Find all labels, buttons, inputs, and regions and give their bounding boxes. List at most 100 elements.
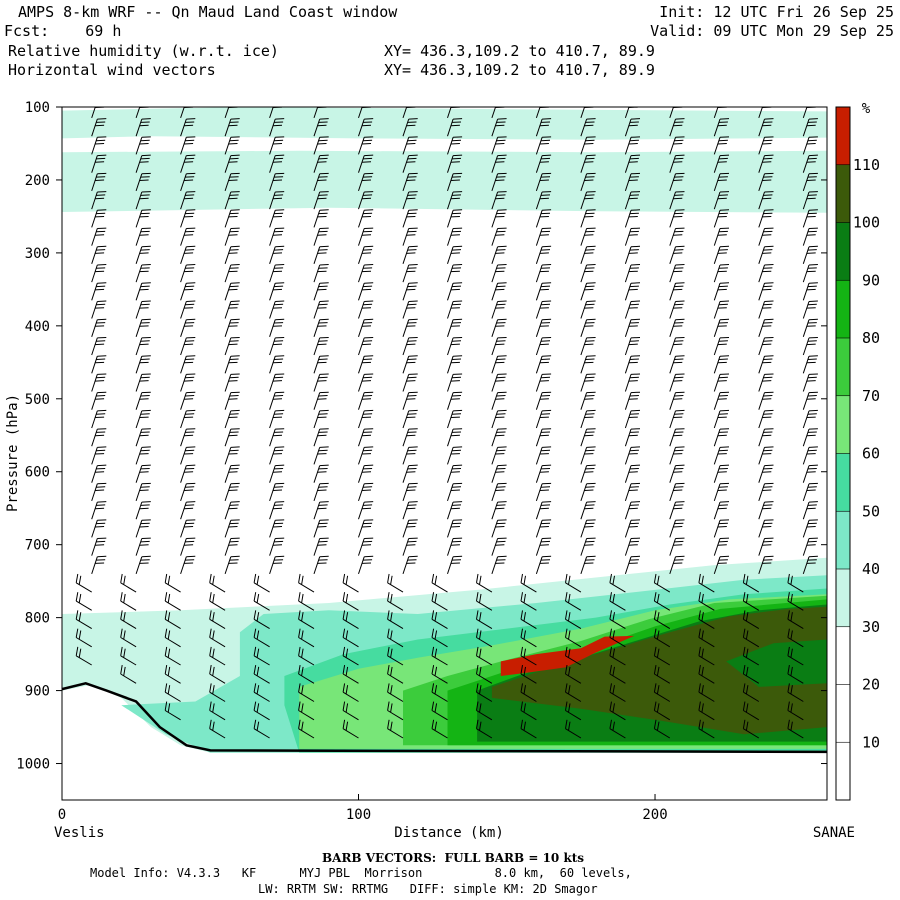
barb-feather xyxy=(565,683,568,693)
colorbar-label: 40 xyxy=(862,560,880,578)
barb-feather xyxy=(568,575,571,585)
wind-barb xyxy=(758,282,774,301)
barb-feather xyxy=(272,143,283,145)
barb-feather xyxy=(431,719,435,729)
barb-feather xyxy=(141,464,151,467)
barb-feather xyxy=(231,100,240,101)
barb-feather xyxy=(408,501,418,503)
barb-feather xyxy=(609,665,612,675)
wind-barb xyxy=(135,519,151,538)
barb-feather xyxy=(451,157,462,160)
wind-barb xyxy=(180,318,196,337)
colorbar-label: 110 xyxy=(853,156,880,174)
wind-barb xyxy=(269,482,285,502)
barb-feather xyxy=(451,486,462,488)
barb-feather xyxy=(790,703,793,713)
wind-barb xyxy=(313,501,329,520)
barb-shaft xyxy=(624,410,632,429)
barb-feather xyxy=(434,575,438,585)
barb-feather xyxy=(452,104,461,105)
barb-feather xyxy=(319,446,329,448)
barb-feather xyxy=(272,252,283,254)
barb-feather xyxy=(523,648,526,658)
barb-feather xyxy=(274,194,284,196)
barb-feather xyxy=(140,358,150,360)
barb-feather xyxy=(140,139,150,142)
barb-shaft xyxy=(491,410,499,429)
wind-barb xyxy=(402,391,418,410)
barb-shaft xyxy=(164,600,181,611)
barb-feather xyxy=(628,234,638,236)
wind-barb xyxy=(491,446,507,465)
barb-feather xyxy=(674,285,684,288)
barb-shaft xyxy=(224,228,232,246)
wind-barb xyxy=(713,391,730,410)
barb-feather xyxy=(184,288,194,291)
barb-feather xyxy=(256,721,260,731)
barb-feather xyxy=(674,395,684,397)
barb-feather xyxy=(120,665,123,675)
barb-shaft xyxy=(180,107,185,119)
barb-feather xyxy=(274,395,284,397)
wind-barb xyxy=(402,264,418,283)
barb-feather xyxy=(807,340,817,342)
barb-feather xyxy=(762,544,772,546)
barb-feather xyxy=(496,157,506,160)
barb-feather xyxy=(318,139,328,142)
barb-feather xyxy=(361,234,372,236)
barb-feather xyxy=(476,592,479,602)
barb-feather xyxy=(141,209,151,211)
barb-feather xyxy=(406,398,416,400)
barb-feather xyxy=(718,303,728,306)
barb-feather xyxy=(765,100,774,101)
wind-barb xyxy=(253,628,270,648)
barb-feather xyxy=(212,648,215,658)
barb-shaft xyxy=(269,501,276,520)
barb-feather xyxy=(656,666,660,676)
barb-shaft xyxy=(269,447,276,465)
barb-feather xyxy=(256,703,260,713)
barb-feather xyxy=(584,526,594,528)
barb-shaft xyxy=(358,228,365,246)
wind-barb xyxy=(358,227,374,246)
barb-feather xyxy=(584,252,594,254)
wind-barb xyxy=(269,373,285,392)
wind-barb xyxy=(802,464,818,483)
barb-feather xyxy=(364,464,374,467)
barb-feather xyxy=(539,143,549,145)
barb-feather xyxy=(718,194,728,196)
barb-feather xyxy=(763,540,773,543)
barb-feather xyxy=(212,666,215,676)
colorbar-swatch xyxy=(836,626,850,800)
barb-shaft xyxy=(802,228,810,246)
barb-feather xyxy=(274,249,284,251)
wind-barb xyxy=(491,373,507,392)
barb-shaft xyxy=(135,107,141,119)
barb-feather xyxy=(612,612,615,622)
wind-barb xyxy=(313,300,329,319)
barb-shaft xyxy=(269,210,276,228)
wind-barb xyxy=(624,446,641,465)
barb-shaft xyxy=(535,319,543,337)
barb-feather xyxy=(523,685,526,695)
wind-barb xyxy=(164,610,181,630)
barb-shaft xyxy=(624,465,632,483)
barb-feather xyxy=(319,300,329,302)
barb-feather xyxy=(95,544,105,546)
wind-barb xyxy=(224,282,240,301)
barb-feather xyxy=(808,209,818,211)
barb-feather xyxy=(406,434,416,437)
barb-feather xyxy=(585,340,595,342)
barb-feather xyxy=(361,544,372,546)
wind-barb xyxy=(91,209,107,228)
barb-feather xyxy=(317,434,327,437)
wind-barb xyxy=(135,209,151,228)
wind-barb xyxy=(269,409,285,429)
barb-shaft xyxy=(269,374,276,392)
wind-barb xyxy=(269,428,285,447)
barb-feather xyxy=(256,593,260,603)
barb-feather xyxy=(184,398,194,400)
barb-feather xyxy=(453,118,463,120)
barb-feather xyxy=(495,288,505,291)
barb-feather xyxy=(585,249,595,251)
